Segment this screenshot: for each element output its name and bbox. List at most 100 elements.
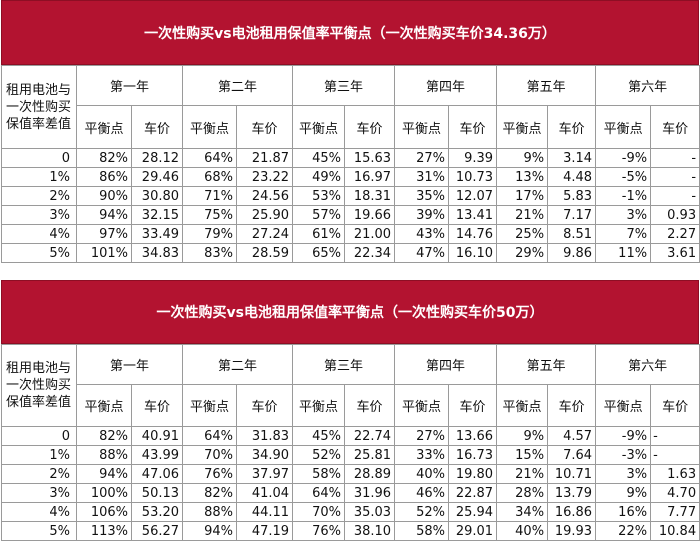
balance-cell: 94% [76, 205, 132, 225]
sub-header: 车价 [236, 105, 294, 149]
price-cell: - [650, 186, 700, 206]
price-cell: 25.90 [236, 205, 294, 225]
table-row: 2% 94% 47.06 76% 37.97 58% 28.89 40% 19.80 21% 10.… [1, 464, 700, 484]
price-cell: 9.39 [448, 148, 498, 168]
price-cell: 24.56 [236, 186, 294, 206]
price-cell: 8.51 [547, 224, 597, 244]
row-label: 5% [1, 521, 77, 541]
sub-header: 车价 [448, 105, 498, 149]
table-row: 0 82% 40.91 64% 31.83 45% 22.74 27% 13.66 9% 4.57-… [1, 426, 700, 446]
price-cell: 19.80 [448, 464, 498, 484]
balance-cell: 64% [182, 426, 238, 446]
price-cell: - [650, 445, 700, 465]
sub-header: 平衡点 [394, 384, 450, 427]
price-cell: 25.81 [344, 445, 396, 465]
balance-cell: 65% [292, 243, 346, 263]
table-row: 3% 94% 32.15 75% 25.90 57% 19.66 39% 13.41 21% 7.1… [1, 205, 700, 225]
price-cell: 31.83 [236, 426, 294, 446]
balance-cell: 13% [496, 167, 549, 187]
sub-header: 车价 [344, 105, 396, 149]
balance-cell: 53% [292, 186, 346, 206]
table-row: 5% 101% 34.83 83% 28.59 65% 22.34 47% 16.10 29% 9.… [1, 243, 700, 263]
row-label: 2% [1, 464, 77, 484]
balance-cell: -3% [595, 445, 652, 465]
balance-cell: 64% [292, 483, 346, 503]
sub-header: 平衡点 [496, 384, 549, 427]
balance-cell: 29% [496, 243, 549, 263]
price-cell: 37.97 [236, 464, 294, 484]
sub-header: 车价 [130, 105, 184, 149]
price-cell: 31.96 [344, 483, 396, 503]
row-label: 5% [1, 243, 77, 263]
sub-header: 平衡点 [76, 384, 132, 427]
balance-cell: 21% [496, 205, 549, 225]
year-header: 第三年 [292, 65, 396, 106]
balance-cell: 45% [292, 426, 346, 446]
table-row: 3% 100% 50.13 82% 41.04 64% 31.96 46% 22.87 28% 13… [1, 483, 700, 503]
row-label: 1% [1, 445, 77, 465]
sub-header: 车价 [448, 384, 498, 427]
price-cell: 25.94 [448, 502, 498, 522]
price-cell: 30.80 [130, 186, 184, 206]
price-cell: 27.24 [236, 224, 294, 244]
sub-header: 车价 [130, 384, 184, 427]
balance-cell: 31% [394, 167, 450, 187]
sub-header: 车价 [650, 384, 700, 427]
balance-cell: 9% [595, 483, 652, 503]
balance-cell: 90% [76, 186, 132, 206]
price-cell: 28.59 [236, 243, 294, 263]
price-cell: 9.86 [547, 243, 597, 263]
row-label: 2% [1, 186, 77, 206]
balance-cell: 71% [182, 186, 238, 206]
sub-header: 平衡点 [496, 105, 549, 149]
price-cell: 44.11 [236, 502, 294, 522]
balance-cell: 40% [496, 521, 549, 541]
balance-cell: 76% [292, 521, 346, 541]
balance-cell: -9% [595, 148, 652, 168]
year-header: 第二年 [182, 65, 294, 106]
sub-header: 车价 [236, 384, 294, 427]
row-label: 0 [1, 148, 77, 168]
balance-cell: -9% [595, 426, 652, 446]
price-cell: 5.83 [547, 186, 597, 206]
balance-cell: 97% [76, 224, 132, 244]
price-cell: 19.66 [344, 205, 396, 225]
row-label: 3% [1, 483, 77, 503]
price-cell: 21.00 [344, 224, 396, 244]
price-cell: 21.87 [236, 148, 294, 168]
balance-cell: 57% [292, 205, 346, 225]
balance-cell: 35% [394, 186, 450, 206]
price-cell: 22.74 [344, 426, 396, 446]
balance-cell: 68% [182, 167, 238, 187]
price-cell: 1.63 [650, 464, 700, 484]
balance-cell: 7% [595, 224, 652, 244]
row-label: 1% [1, 167, 77, 187]
balance-cell: 33% [394, 445, 450, 465]
price-cell: 10.71 [547, 464, 597, 484]
data-table: 租用电池与一次性购买保值率差值 第一年 第二年 第三年 第四年 第五年 第六年 … [1, 344, 700, 541]
price-cell: 7.77 [650, 502, 700, 522]
sub-header: 车价 [650, 105, 700, 149]
balance-cell: 47% [394, 243, 450, 263]
balance-cell: 101% [76, 243, 132, 263]
data-table: 租用电池与一次性购买保值率差值 第一年 第二年 第三年 第四年 第五年 第六年 … [1, 65, 700, 263]
balance-cell: 82% [76, 148, 132, 168]
balance-cell: 3% [595, 205, 652, 225]
row-header: 租用电池与一次性购买保值率差值 [1, 344, 77, 427]
year-header: 第二年 [182, 344, 294, 385]
balance-cell: 58% [394, 521, 450, 541]
price-cell: - [650, 167, 700, 187]
sub-header: 平衡点 [394, 105, 450, 149]
price-cell: 7.17 [547, 205, 597, 225]
row-label: 3% [1, 205, 77, 225]
price-cell: 4.57 [547, 426, 597, 446]
year-header: 第一年 [75, 65, 184, 106]
sub-header: 车价 [547, 384, 597, 427]
balance-cell: 21% [496, 464, 549, 484]
price-cell: 19.93 [547, 521, 597, 541]
price-cell: 7.64 [547, 445, 597, 465]
balance-cell: 34% [496, 502, 549, 522]
balance-cell: 70% [182, 445, 238, 465]
price-cell: 34.90 [236, 445, 294, 465]
balance-cell: 113% [76, 521, 132, 541]
